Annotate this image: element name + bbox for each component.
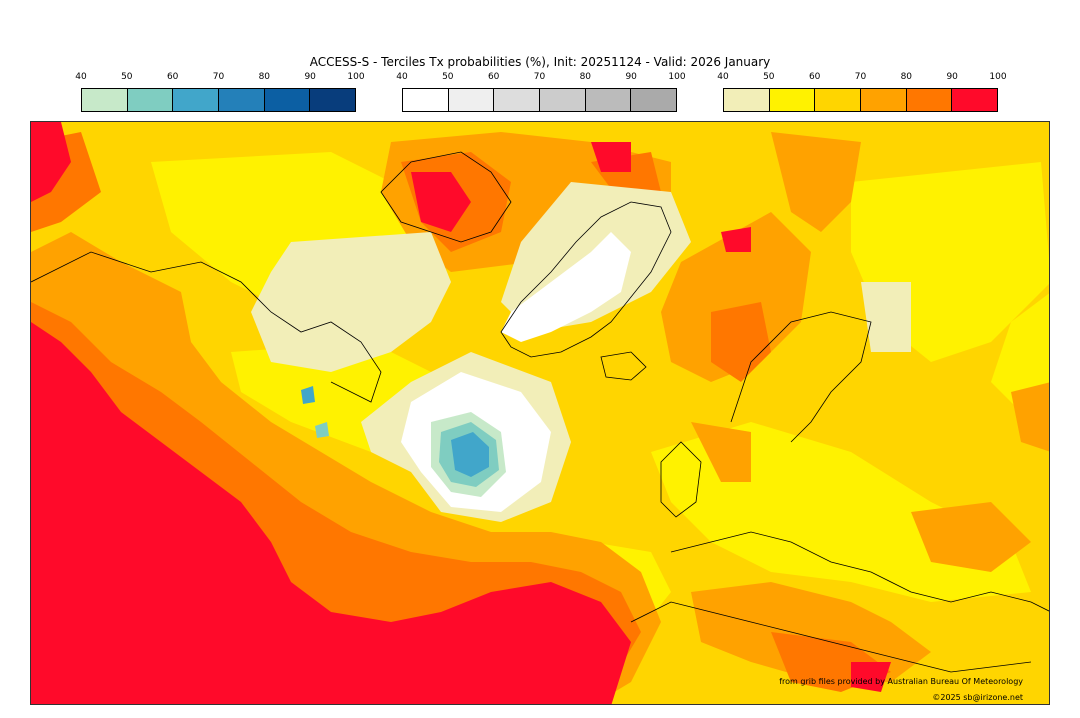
colorbar-segment (952, 89, 998, 111)
map-title: ACCESS-S - Terciles Tx probabilities (%)… (309, 55, 771, 69)
field-white (501, 232, 631, 342)
colorbar-segment (585, 89, 632, 111)
field-orange (691, 422, 751, 482)
tick-label: 70 (212, 72, 225, 82)
coastline-europe (670, 531, 1049, 612)
colorbar-segment (769, 89, 816, 111)
tick-label: 80 (900, 72, 913, 82)
field-blue (301, 386, 315, 404)
colorbar-segment (906, 89, 953, 111)
map-canvas (31, 122, 1049, 704)
colorbar-segment (264, 89, 311, 111)
field-red (851, 662, 891, 692)
colorbar-segment (861, 89, 907, 111)
coastline-british-isles (660, 441, 702, 518)
tick-label: 40 (396, 72, 408, 82)
colorbar-segment (403, 89, 449, 111)
field-darkorange (711, 302, 771, 382)
colorbar-near-normal (402, 88, 677, 112)
field-orange (771, 132, 861, 232)
colorbar-below-normal (81, 88, 356, 112)
colorbar-above-normal (723, 88, 998, 112)
field-orange (1011, 382, 1049, 452)
colorbar-below-ticks: 40 50 60 70 80 90 100 (75, 72, 364, 84)
tick-label: 100 (989, 72, 1007, 82)
colorbar-segment (127, 89, 174, 111)
source-credit: from grib files provided by Australian B… (779, 677, 1023, 686)
field-red (591, 142, 631, 172)
tick-label: 90 (304, 72, 316, 82)
tick-label: 90 (946, 72, 958, 82)
tick-label: 100 (668, 72, 686, 82)
tick-label: 60 (808, 72, 821, 82)
colorbar-segment (310, 89, 356, 111)
field-beige (251, 232, 451, 372)
colorbar-segment (219, 89, 265, 111)
coastline-mediterranean (630, 601, 1032, 673)
colorbar-segment (494, 89, 541, 111)
tick-label: 60 (487, 72, 500, 82)
colorbar-segment (448, 89, 495, 111)
tick-label: 80 (258, 72, 271, 82)
colorbar-above-ticks: 40 50 60 70 80 90 100 (717, 72, 1006, 84)
coastline-canada (31, 251, 382, 403)
coastline-arctic-islands (380, 151, 512, 243)
tick-label: 40 (717, 72, 729, 82)
tick-label: 50 (763, 72, 775, 82)
colorbar-segment (815, 89, 862, 111)
field-red (411, 172, 471, 232)
field-beige (861, 282, 911, 352)
tick-label: 50 (121, 72, 133, 82)
field-red (721, 227, 751, 252)
colorbar-segment (540, 89, 586, 111)
copyright-credit: ©2025 sb@irizone.net (932, 693, 1023, 702)
field-red (31, 322, 631, 704)
coastline-greenland (500, 201, 672, 358)
colorbar-segment (82, 89, 128, 111)
colorbar-segment (631, 89, 677, 111)
probability-map: from grib files provided by Australian B… (30, 121, 1050, 705)
colorbar-segment (724, 89, 770, 111)
field-teal (315, 422, 329, 438)
field-orange (911, 502, 1031, 572)
tick-label: 40 (75, 72, 87, 82)
tick-label: 80 (579, 72, 592, 82)
tick-label: 70 (854, 72, 867, 82)
tick-label: 100 (347, 72, 365, 82)
tick-label: 50 (442, 72, 454, 82)
tick-label: 70 (533, 72, 546, 82)
tick-label: 90 (625, 72, 637, 82)
coastline-iceland (600, 351, 647, 381)
colorbar-segment (173, 89, 220, 111)
tick-label: 60 (166, 72, 179, 82)
coastline-scandinavia (730, 311, 872, 443)
field-blue (451, 432, 489, 477)
field-red (31, 122, 71, 202)
colorbar-near-ticks: 40 50 60 70 80 90 100 (396, 72, 685, 84)
